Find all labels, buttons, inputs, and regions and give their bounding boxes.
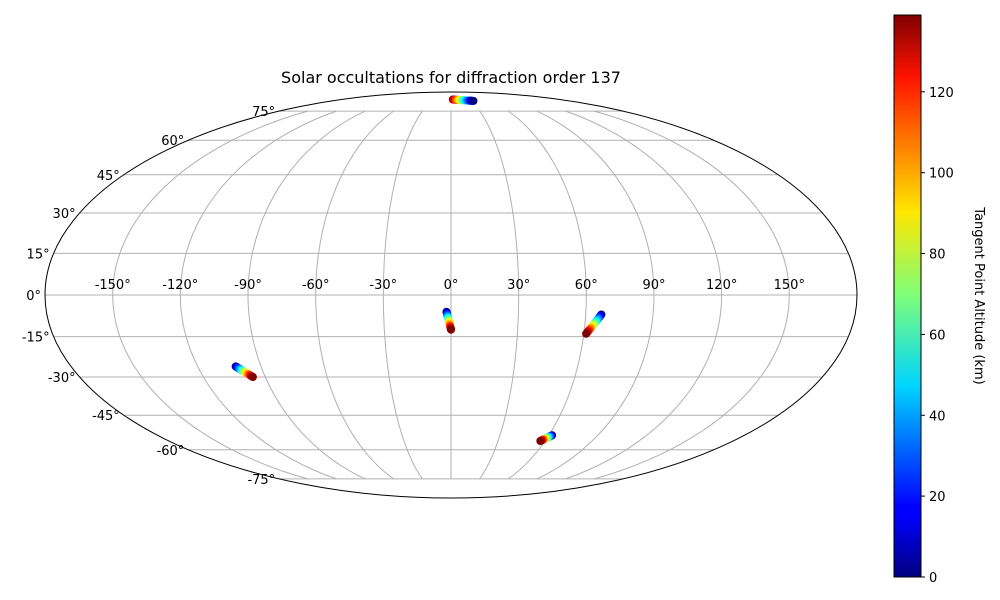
longitude-tick-labels: -150° -120° -90° -60° -30° 0° 30° 60° 90° 120° 150… bbox=[95, 278, 805, 293]
latitude-tick-label: 60° bbox=[161, 134, 184, 149]
colorbar-gradient bbox=[893, 14, 922, 578]
longitude-tick-label: 60° bbox=[575, 278, 598, 293]
colorbar-tick-label: 20 bbox=[929, 490, 946, 505]
latitude-tick-label: -30° bbox=[48, 371, 76, 386]
colorbar-label: Tangent Point Altitude (km) bbox=[971, 206, 986, 384]
latitude-tick-label: 0° bbox=[26, 289, 41, 304]
map-boundary bbox=[44, 91, 858, 499]
longitude-tick-label: -150° bbox=[95, 278, 131, 293]
colorbar-tick-label: 60 bbox=[929, 328, 946, 343]
latitude-tick-label: -60° bbox=[157, 444, 185, 459]
occultation-point bbox=[447, 325, 455, 334]
longitude-tick-label: 30° bbox=[507, 278, 530, 293]
longitude-tick-label: -60° bbox=[302, 278, 330, 293]
latitude-tick-label: 30° bbox=[53, 207, 76, 222]
latitude-tick-label: 15° bbox=[27, 247, 50, 262]
colorbar-tick-label: 0 bbox=[929, 571, 937, 586]
latitude-tick-label: -75° bbox=[247, 473, 275, 488]
occultation-point bbox=[536, 437, 545, 445]
colorbar-tick-label: 120 bbox=[929, 86, 954, 101]
latitude-tick-label: -45° bbox=[92, 409, 120, 424]
occultation-point bbox=[248, 373, 257, 381]
longitude-tick-label: 150° bbox=[774, 278, 805, 293]
chart-title: Solar occultations for diffraction order… bbox=[281, 68, 621, 87]
colorbar-tick-label: 40 bbox=[929, 409, 946, 424]
latitude-tick-label: 45° bbox=[97, 169, 120, 184]
longitude-tick-label: -90° bbox=[234, 278, 262, 293]
latitude-tick-labels: 75° 60° 45° 30° 15° 0° -15° -30° -45° -60° -75° bbox=[22, 105, 275, 488]
longitude-tick-label: -120° bbox=[162, 278, 198, 293]
colorbar-tick-label: 100 bbox=[929, 167, 954, 182]
colorbar-tick-label: 80 bbox=[929, 248, 946, 263]
graticule bbox=[45, 110, 857, 480]
colorbar-ticks: 0 20 40 60 80 100 120 bbox=[921, 86, 954, 586]
colorbar: 0 20 40 60 80 100 120 Tangent Point Altitude (… bbox=[893, 14, 986, 586]
longitude-tick-label: 120° bbox=[706, 278, 737, 293]
longitude-tick-label: 90° bbox=[642, 278, 665, 293]
latitude-tick-label: -15° bbox=[22, 331, 50, 346]
longitude-tick-label: 0° bbox=[444, 278, 459, 293]
occultation-point bbox=[469, 96, 478, 105]
latitude-tick-label: 75° bbox=[252, 105, 275, 120]
longitude-tick-label: -30° bbox=[369, 278, 397, 293]
occultation-points bbox=[231, 95, 606, 445]
occultation-point bbox=[582, 329, 591, 338]
